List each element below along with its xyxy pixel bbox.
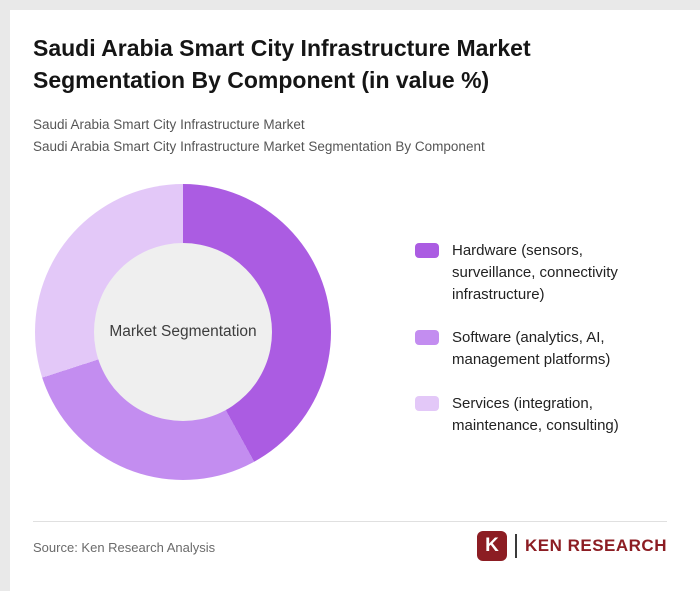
footer-divider <box>33 521 667 522</box>
ken-research-logo-mark: K <box>476 531 507 561</box>
subtitle-block: Saudi Arabia Smart City Infrastructure M… <box>33 114 485 159</box>
legend-item: Services (integration, maintenance, cons… <box>415 393 660 437</box>
logo-separator <box>514 534 517 558</box>
donut-chart: Market Segmentation <box>35 184 331 480</box>
legend-item: Software (analytics, AI, management plat… <box>415 327 660 371</box>
legend-swatch <box>415 243 439 258</box>
subtitle-line-2: Saudi Arabia Smart City Infrastructure M… <box>33 139 485 155</box>
page-title: Saudi Arabia Smart City Infrastructure M… <box>33 35 531 94</box>
ken-research-logo-text: KEN RESEARCH <box>524 536 667 555</box>
legend-label: Hardware (sensors, surveillance, connect… <box>452 242 618 303</box>
ken-research-logo: K KEN RESEARCH <box>476 531 667 561</box>
donut-center: Market Segmentation <box>94 243 272 421</box>
legend-item: Hardware (sensors, surveillance, connect… <box>415 240 660 305</box>
legend: Hardware (sensors, surveillance, connect… <box>415 240 660 436</box>
donut-center-label: Market Segmentation <box>109 323 257 340</box>
legend-swatch <box>415 395 439 411</box>
legend-swatch <box>415 330 439 346</box>
legend-label: Services (integration, maintenance, cons… <box>452 394 619 434</box>
subtitle-line-1: Saudi Arabia Smart City Infrastructure M… <box>33 117 305 132</box>
legend-label: Software (analytics, AI, management plat… <box>452 329 611 368</box>
report-card: Saudi Arabia Smart City Infrastructure M… <box>10 10 700 591</box>
source-text: Source: Ken Research Analysis <box>33 540 216 555</box>
